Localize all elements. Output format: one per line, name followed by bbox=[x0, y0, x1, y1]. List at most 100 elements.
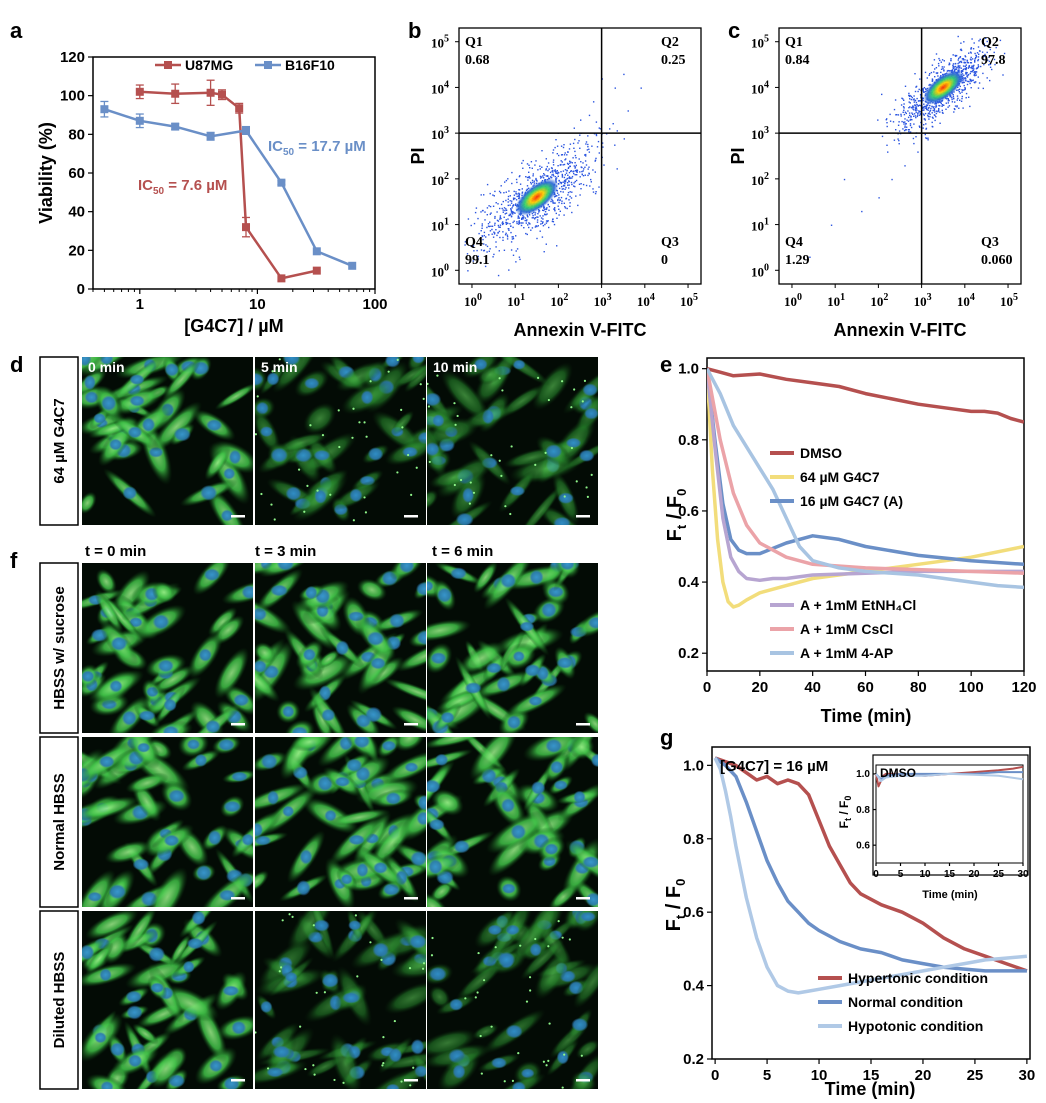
event-dot bbox=[925, 107, 928, 109]
event-dot bbox=[989, 79, 991, 82]
event-dot bbox=[488, 234, 490, 236]
event-dot bbox=[962, 81, 964, 84]
event-dot bbox=[538, 209, 540, 212]
event-dot bbox=[574, 150, 576, 153]
event-dot bbox=[904, 118, 906, 120]
scale-bar bbox=[404, 515, 418, 518]
event-dot bbox=[954, 62, 957, 65]
event-dot bbox=[580, 183, 582, 185]
event-dot bbox=[497, 203, 499, 205]
event-dot bbox=[903, 129, 906, 132]
event-dot bbox=[533, 182, 536, 184]
event-dot bbox=[913, 142, 915, 145]
event-dot bbox=[516, 222, 518, 225]
event-dot bbox=[491, 233, 493, 235]
event-dot bbox=[522, 222, 524, 224]
event-dot bbox=[954, 65, 957, 68]
event-dot bbox=[928, 106, 930, 109]
event-dot bbox=[521, 191, 524, 193]
event-dot bbox=[495, 246, 497, 248]
event-dot bbox=[914, 104, 916, 107]
event-dot bbox=[586, 149, 589, 151]
event-dot bbox=[480, 211, 482, 213]
x-tick-label: 25 bbox=[993, 869, 1005, 880]
event-dot bbox=[516, 193, 518, 195]
event-dot bbox=[474, 211, 477, 214]
event-dot bbox=[570, 170, 572, 172]
event-dot bbox=[945, 98, 948, 100]
event-dot bbox=[501, 207, 503, 210]
event-dot bbox=[993, 51, 995, 54]
event-dot bbox=[562, 191, 564, 193]
x-tick-label: 10 bbox=[919, 869, 931, 880]
event-dot bbox=[571, 162, 573, 164]
event-dot bbox=[494, 222, 496, 224]
event-dot bbox=[988, 64, 990, 66]
x-axis-label-b: Annexin V-FITC bbox=[513, 320, 646, 340]
event-dot bbox=[951, 69, 954, 71]
event-dot bbox=[906, 126, 908, 128]
event-dot bbox=[491, 225, 494, 227]
event-dot bbox=[509, 195, 511, 197]
event-dot bbox=[510, 216, 513, 218]
event-dot bbox=[976, 52, 979, 54]
event-dot bbox=[503, 192, 505, 194]
event-dot bbox=[527, 216, 529, 218]
y-tick-label: 101 bbox=[431, 217, 449, 234]
event-dot bbox=[978, 50, 981, 52]
event-dot bbox=[495, 202, 497, 204]
event-dot bbox=[956, 66, 958, 69]
event-dot bbox=[967, 73, 970, 76]
event-dot bbox=[564, 207, 567, 209]
event-dot bbox=[983, 55, 985, 57]
event-dot bbox=[904, 111, 907, 113]
event-dot bbox=[590, 178, 592, 181]
event-dot bbox=[922, 89, 924, 91]
event-dot bbox=[928, 74, 930, 76]
event-dot bbox=[490, 225, 492, 227]
event-dot bbox=[970, 80, 972, 83]
event-dot bbox=[563, 144, 565, 146]
event-dot bbox=[965, 92, 968, 95]
event-dot bbox=[569, 202, 571, 204]
event-dot bbox=[540, 217, 543, 219]
event-dot bbox=[530, 183, 533, 185]
event-dot bbox=[598, 186, 600, 188]
event-dot bbox=[497, 274, 500, 277]
event-dot bbox=[967, 62, 970, 64]
event-dot bbox=[470, 224, 472, 227]
event-dot bbox=[545, 222, 548, 224]
event-dot bbox=[915, 136, 917, 138]
event-dot bbox=[931, 125, 933, 128]
event-dot bbox=[554, 202, 556, 204]
event-dot bbox=[510, 210, 513, 212]
event-dot bbox=[561, 175, 564, 177]
column-label-t6: t = 6 min bbox=[432, 543, 493, 560]
event-dot bbox=[552, 173, 554, 176]
event-dot bbox=[585, 153, 587, 156]
event-dot bbox=[933, 108, 936, 110]
legend-marker bbox=[164, 61, 172, 69]
event-dot bbox=[587, 168, 589, 170]
event-dot bbox=[526, 233, 528, 236]
event-dot bbox=[547, 162, 550, 164]
event-dot bbox=[915, 86, 917, 88]
event-dot bbox=[963, 84, 965, 87]
event-dot bbox=[494, 224, 496, 226]
event-dot bbox=[913, 113, 916, 115]
event-dot bbox=[542, 215, 544, 217]
event-dot bbox=[966, 61, 969, 64]
event-dot bbox=[958, 69, 960, 72]
x-tick-label: 40 bbox=[804, 679, 821, 696]
event-dot bbox=[945, 102, 947, 104]
legend-label-e-4: A + 1mM CsCl bbox=[800, 621, 893, 637]
event-dot bbox=[528, 175, 530, 178]
event-dot bbox=[588, 166, 590, 168]
event-dot bbox=[564, 169, 567, 171]
event-dot bbox=[505, 199, 507, 202]
event-dot bbox=[518, 217, 520, 219]
event-dot bbox=[486, 226, 488, 229]
scale-bar bbox=[231, 1079, 245, 1082]
event-dot bbox=[974, 71, 976, 73]
